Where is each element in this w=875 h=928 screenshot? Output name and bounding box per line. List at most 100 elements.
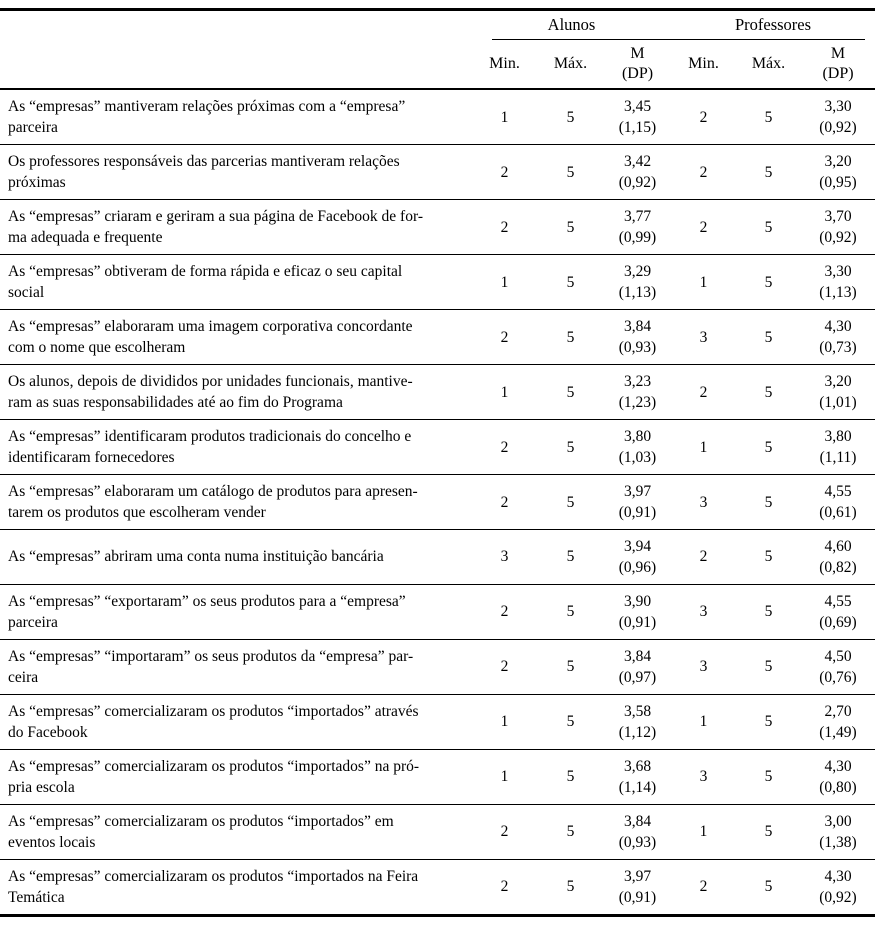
professores-mdp-cell: 3,30 (0,92): [801, 89, 875, 145]
statement-cell: As “empresas” abriram uma conta numa ins…: [0, 529, 472, 585]
sd-value: (1,01): [819, 394, 857, 411]
alunos-min-cell: 2: [472, 309, 537, 365]
professores-min-cell: 2: [671, 529, 736, 585]
mean-value: 3,77: [623, 208, 652, 225]
professores-mdp-cell: 3,20 (1,01): [801, 364, 875, 420]
sd-value: (0,80): [819, 778, 857, 796]
alunos-mdp-cell: 3,29 (1,13): [604, 254, 671, 310]
statement-cell: As “empresas” identificaram produtos tra…: [0, 419, 472, 475]
alunos-max-cell: 5: [537, 199, 604, 255]
mean-value: 3,90: [623, 592, 652, 610]
sd-value: (0,92): [819, 888, 857, 906]
alunos-max-cell: 5: [537, 638, 604, 695]
professores-max-cell: 5: [736, 364, 801, 420]
alunos-max-header: Máx.: [537, 40, 604, 90]
sd-value: (1,12): [618, 723, 657, 741]
professores-mdp-cell: 4,55 (0,61): [801, 474, 875, 530]
dp-label: (DP): [621, 65, 654, 82]
alunos-min-cell: 2: [472, 858, 537, 916]
mean-value: 3,80: [623, 428, 652, 445]
sd-value: (0,99): [618, 229, 657, 246]
sd-value: (1,14): [618, 778, 657, 796]
alunos-mdp-cell: 3,90 (0,91): [604, 583, 671, 640]
statement-cell: As “empresas” elaboraram um catálogo de …: [0, 474, 472, 530]
professores-mdp-cell: 4,50 (0,76): [801, 638, 875, 695]
statement-cell: As “empresas” comercializaram os produto…: [0, 803, 472, 860]
statement-cell: As “empresas” obtiveram de forma rápida …: [0, 254, 472, 310]
professores-mdp-cell: 4,30 (0,92): [801, 858, 875, 916]
professores-min-cell: 1: [671, 803, 736, 860]
group-underline-row: [0, 39, 875, 40]
column-header-row: Min. Máx. M (DP) Min. Máx. M (DP): [0, 40, 875, 90]
mean-value: 3,97: [623, 867, 652, 885]
sd-value: (0,92): [819, 229, 857, 246]
alunos-mdp-cell: 3,84 (0,97): [604, 638, 671, 695]
professores-min-cell: 3: [671, 583, 736, 640]
table-row: As “empresas” elaboraram um catálogo de …: [0, 474, 875, 530]
professores-min-cell: 3: [671, 309, 736, 365]
alunos-min-cell: 1: [472, 254, 537, 310]
table-row: As “empresas” mantiveram relações próxim…: [0, 89, 875, 145]
professores-max-cell: 5: [764, 108, 773, 126]
professores-mdp-cell: 4,60 (0,82): [801, 529, 875, 585]
alunos-min-cell: 2: [472, 803, 537, 860]
alunos-min-cell: 2: [472, 474, 537, 530]
mean-value: 3,30: [824, 98, 852, 115]
table-row: As “empresas” “exportaram” os seus produ…: [0, 583, 875, 640]
group-underline-cell: [472, 39, 875, 40]
group-header-alunos: Alunos: [547, 15, 596, 34]
mean-value: 3,45: [623, 98, 652, 115]
table-row: As “empresas” comercializaram os produto…: [0, 803, 875, 860]
alunos-mdp-cell: 3,84 (0,93): [604, 309, 671, 365]
table-row: As “empresas” identificaram produtos tra…: [0, 419, 875, 475]
table-row: Os alunos, depois de divididos por unida…: [0, 364, 875, 420]
statement-cell: As “empresas” elaboraram uma imagem corp…: [0, 309, 472, 365]
table-row: Os professores responsáveis das parceria…: [0, 144, 875, 200]
professores-max-cell: 5: [736, 529, 801, 585]
alunos-max-cell: 5: [537, 693, 604, 750]
professores-mdp-cell: 4,55 (0,69): [801, 583, 875, 640]
mean-value: 3,00: [824, 812, 852, 830]
sd-value: (0,91): [618, 888, 657, 906]
statement-cell: Os professores responsáveis das parceria…: [0, 144, 472, 200]
professores-mdp-header: M (DP): [801, 40, 875, 90]
professores-mdp-cell: 4,30 (0,80): [801, 748, 875, 805]
sd-value: (0,97): [618, 668, 657, 686]
professores-mdp-cell: 2,70 (1,49): [801, 693, 875, 750]
professores-min-cell: 2: [671, 199, 736, 255]
mean-value: 3,84: [623, 318, 652, 335]
mean-value: 3,20: [824, 153, 852, 170]
sd-value: (0,73): [819, 339, 857, 356]
mean-value: 3,58: [623, 702, 652, 720]
dp-label: (DP): [822, 65, 854, 82]
alunos-max-cell: 5: [537, 748, 604, 805]
professores-max-cell: 5: [736, 803, 801, 860]
alunos-max-cell: 5: [537, 858, 604, 916]
table-row: As “empresas” abriram uma conta numa ins…: [0, 529, 875, 585]
sd-value: (0,95): [819, 174, 857, 191]
professores-mdp-cell: 3,30 (1,13): [801, 254, 875, 310]
professores-mdp-cell: 4,30 (0,73): [801, 309, 875, 365]
sd-value: (0,91): [618, 613, 657, 631]
professores-min-cell: 1: [671, 419, 736, 475]
alunos-min-cell: 2: [472, 638, 537, 695]
mean-value: 3,42: [623, 153, 652, 170]
mean-value: 4,55: [824, 592, 852, 610]
mean-value: 4,50: [824, 647, 852, 665]
statement-cell: Os alunos, depois de divididos por unida…: [0, 364, 472, 420]
alunos-mdp-header: M (DP): [604, 40, 671, 90]
sd-value: (0,76): [819, 668, 857, 686]
mean-value: 3,70: [824, 208, 852, 225]
professores-min-cell: 1: [671, 693, 736, 750]
alunos-max-cell: 5: [537, 364, 604, 420]
alunos-max-cell: 5: [537, 529, 604, 585]
statement-cell: As “empresas” comercializaram os produto…: [0, 858, 472, 916]
sd-value: (0,93): [618, 339, 657, 356]
statement-column-header: [0, 40, 472, 90]
table-row: As “empresas” comercializaram os produto…: [0, 693, 875, 750]
professores-max-header: Máx.: [736, 40, 801, 90]
professores-mdp-cell: 3,70 (0,92): [801, 199, 875, 255]
professores-max-cell: 5: [736, 144, 801, 200]
professores-max-cell: 5: [736, 254, 801, 310]
